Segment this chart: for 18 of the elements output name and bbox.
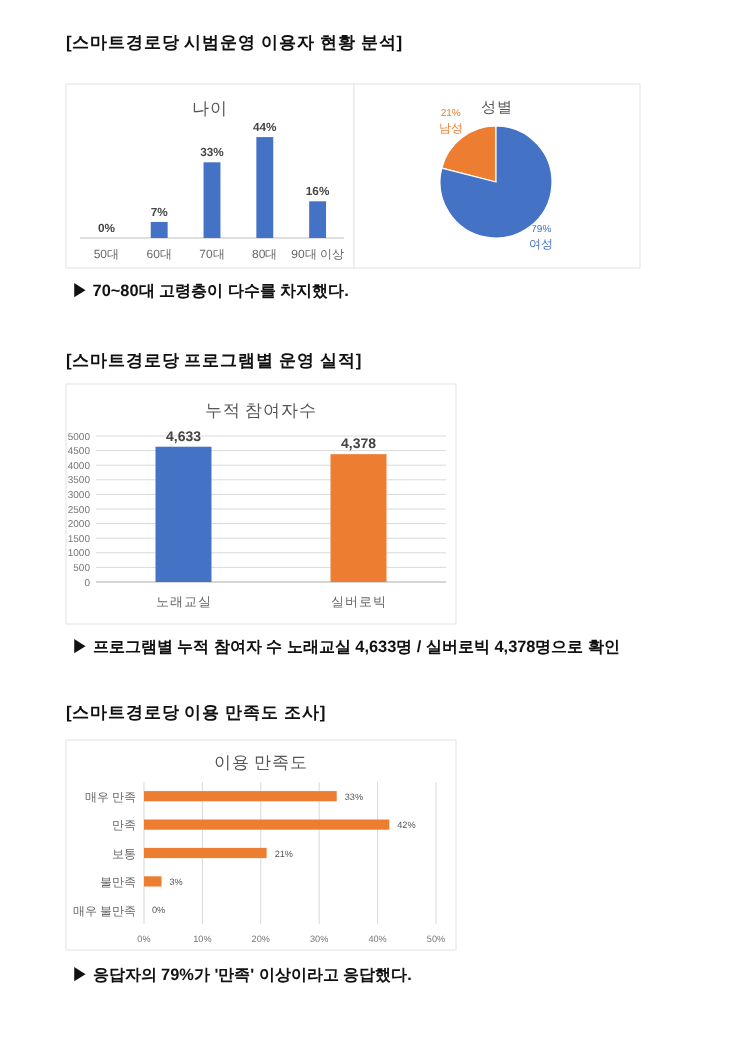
pie-slice: [439, 125, 553, 239]
chart-title: 누적 참여자수: [204, 400, 318, 420]
text: [스마트경로당 프로그램별 운영 실적]: [66, 350, 362, 370]
bar: [309, 201, 327, 238]
bar: [144, 791, 337, 802]
chart-title: 나이: [192, 98, 228, 118]
bar: [150, 221, 168, 238]
bar: [144, 819, 390, 830]
text: [스마트경로당 이용 만족도 조사]: [66, 702, 326, 722]
text: [스마트경로당 시범운영 이용자 현황 분석]: [66, 32, 403, 52]
bar: [144, 876, 162, 887]
chart-title: 이용 만족도: [213, 752, 309, 772]
text: ▶ 70~80대 고령층이 다수를 차지했다.: [72, 282, 349, 300]
bar: [203, 162, 221, 238]
text: ▶ 프로그램별 누적 참여자 수 노래교실 4,633명 / 실버로빅 4,378명으로 확인: [72, 638, 620, 656]
bar: [256, 137, 274, 238]
bar: [144, 847, 267, 859]
text: ▶ 응답자의 79%가 '만족' 이상이라고 응답했다.: [72, 966, 412, 984]
